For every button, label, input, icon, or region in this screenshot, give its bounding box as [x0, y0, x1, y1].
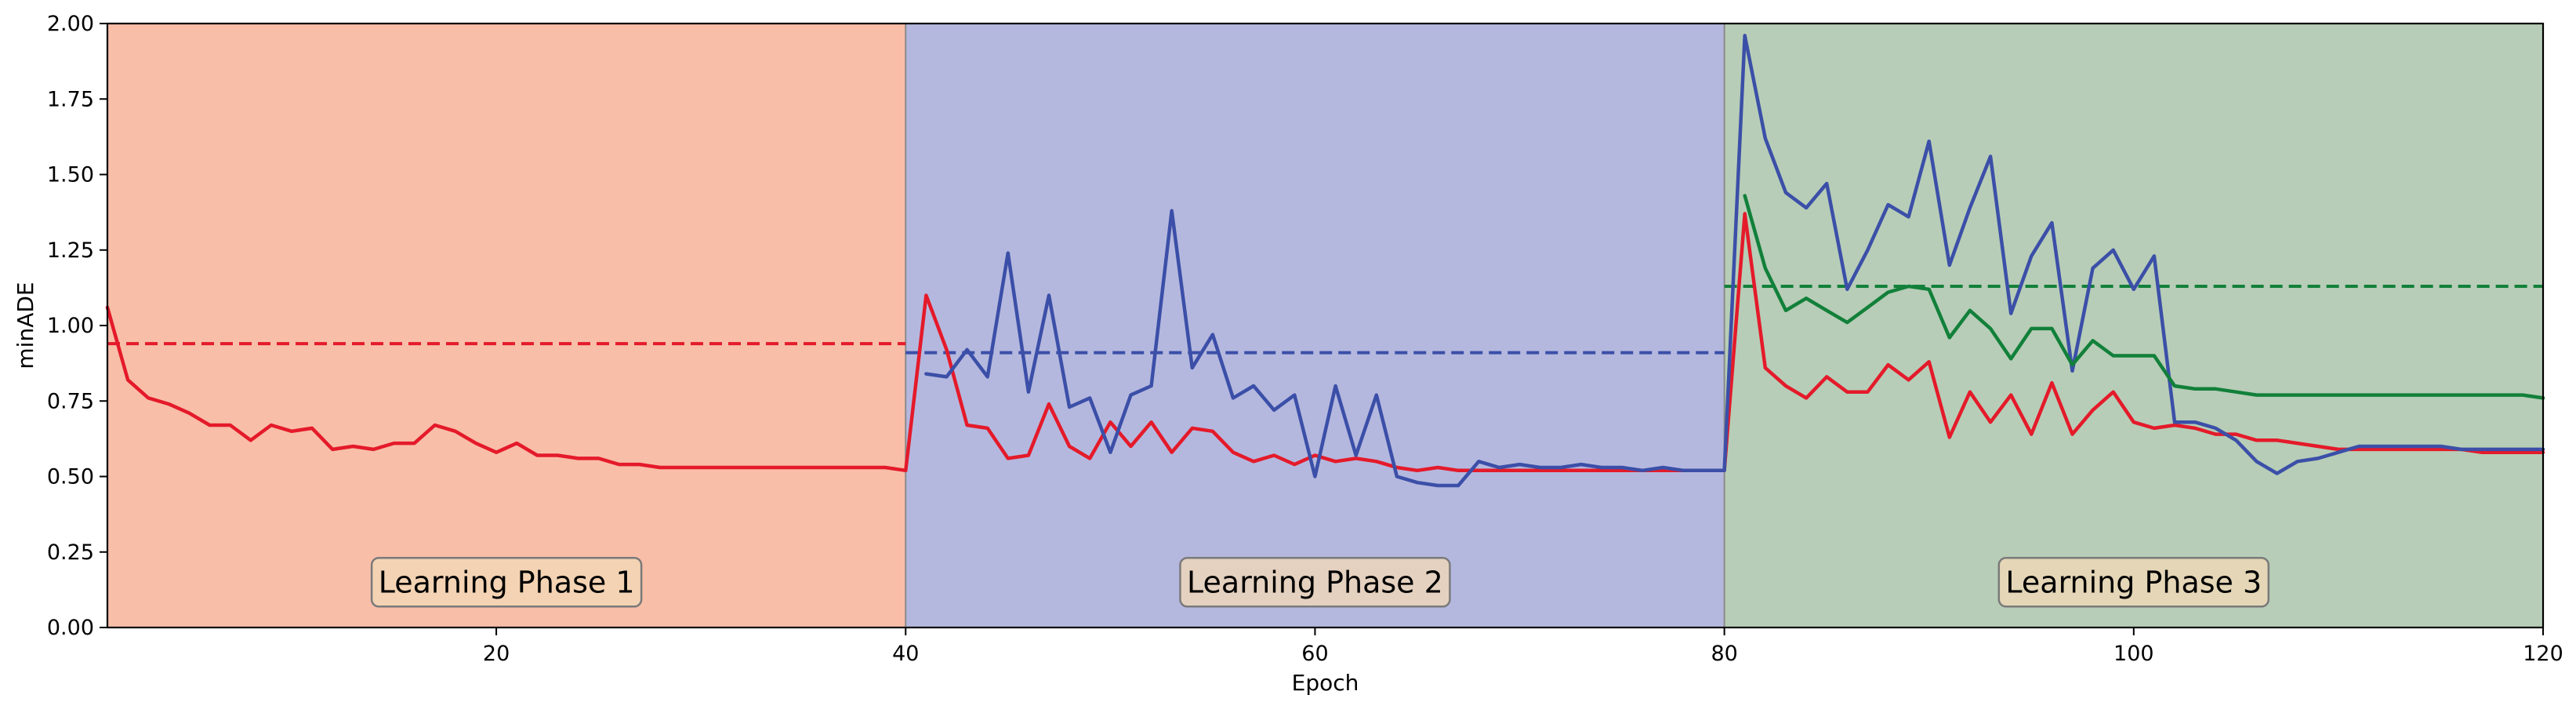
phase-backgrounds — [107, 24, 2543, 628]
phase-labels: Learning Phase 1 Learning Phase 2 Learning… — [370, 557, 2270, 608]
x-tick-label: 40 — [892, 642, 919, 666]
reference-lines — [107, 284, 2543, 355]
series-line-3 — [1743, 194, 2545, 400]
series-line-1 — [105, 212, 2545, 473]
x-tick-label: 80 — [1711, 642, 1737, 666]
y-tick-label: 1.75 — [47, 87, 94, 111]
series-lines — [105, 34, 2545, 488]
y-tick-label: 1.25 — [47, 238, 94, 263]
y-axis-ticks: 0.00 0.25 0.50 0.75 1.00 1.25 1.50 1.75 2.00 — [47, 12, 107, 640]
x-tick-label: 20 — [483, 642, 510, 666]
y-tick-label: 0.75 — [47, 389, 94, 413]
phase-2-label: Learning Phase 2 — [1179, 557, 1451, 608]
y-tick-label: 1.00 — [47, 314, 94, 338]
y-tick-label: 2.00 — [47, 12, 94, 36]
phase-1-label-box — [370, 557, 643, 608]
phase-3-region — [1724, 24, 2543, 628]
y-tick-label: 0.25 — [47, 540, 94, 565]
phase-2-label-text: Learning Phase 2 — [1187, 565, 1443, 599]
phase-1-label-text: Learning Phase 1 — [379, 565, 635, 599]
x-tick-label: 60 — [1301, 642, 1328, 666]
phase-1-region — [107, 24, 906, 628]
phase-3-label: Learning Phase 3 — [1997, 557, 2270, 608]
x-axis-ticks: 20 40 60 80 100 120 — [483, 628, 2563, 666]
y-axis-label: minADE — [13, 282, 38, 369]
x-tick-label: 120 — [2523, 642, 2563, 666]
phase-3-label-text: Learning Phase 3 — [2005, 565, 2262, 599]
x-tick-label: 100 — [2113, 642, 2154, 666]
phase-2-region — [905, 24, 1725, 628]
y-tick-label: 1.50 — [47, 163, 94, 187]
x-axis-label: Epoch — [1292, 670, 1359, 696]
series-line-2 — [924, 34, 2545, 488]
y-tick-label: 0.50 — [47, 465, 94, 489]
phase-2-label-box — [1179, 557, 1451, 608]
y-tick-label: 0.00 — [47, 616, 94, 640]
phase-3-label-box — [1997, 557, 2270, 608]
phase-1-label: Learning Phase 1 — [370, 557, 643, 608]
